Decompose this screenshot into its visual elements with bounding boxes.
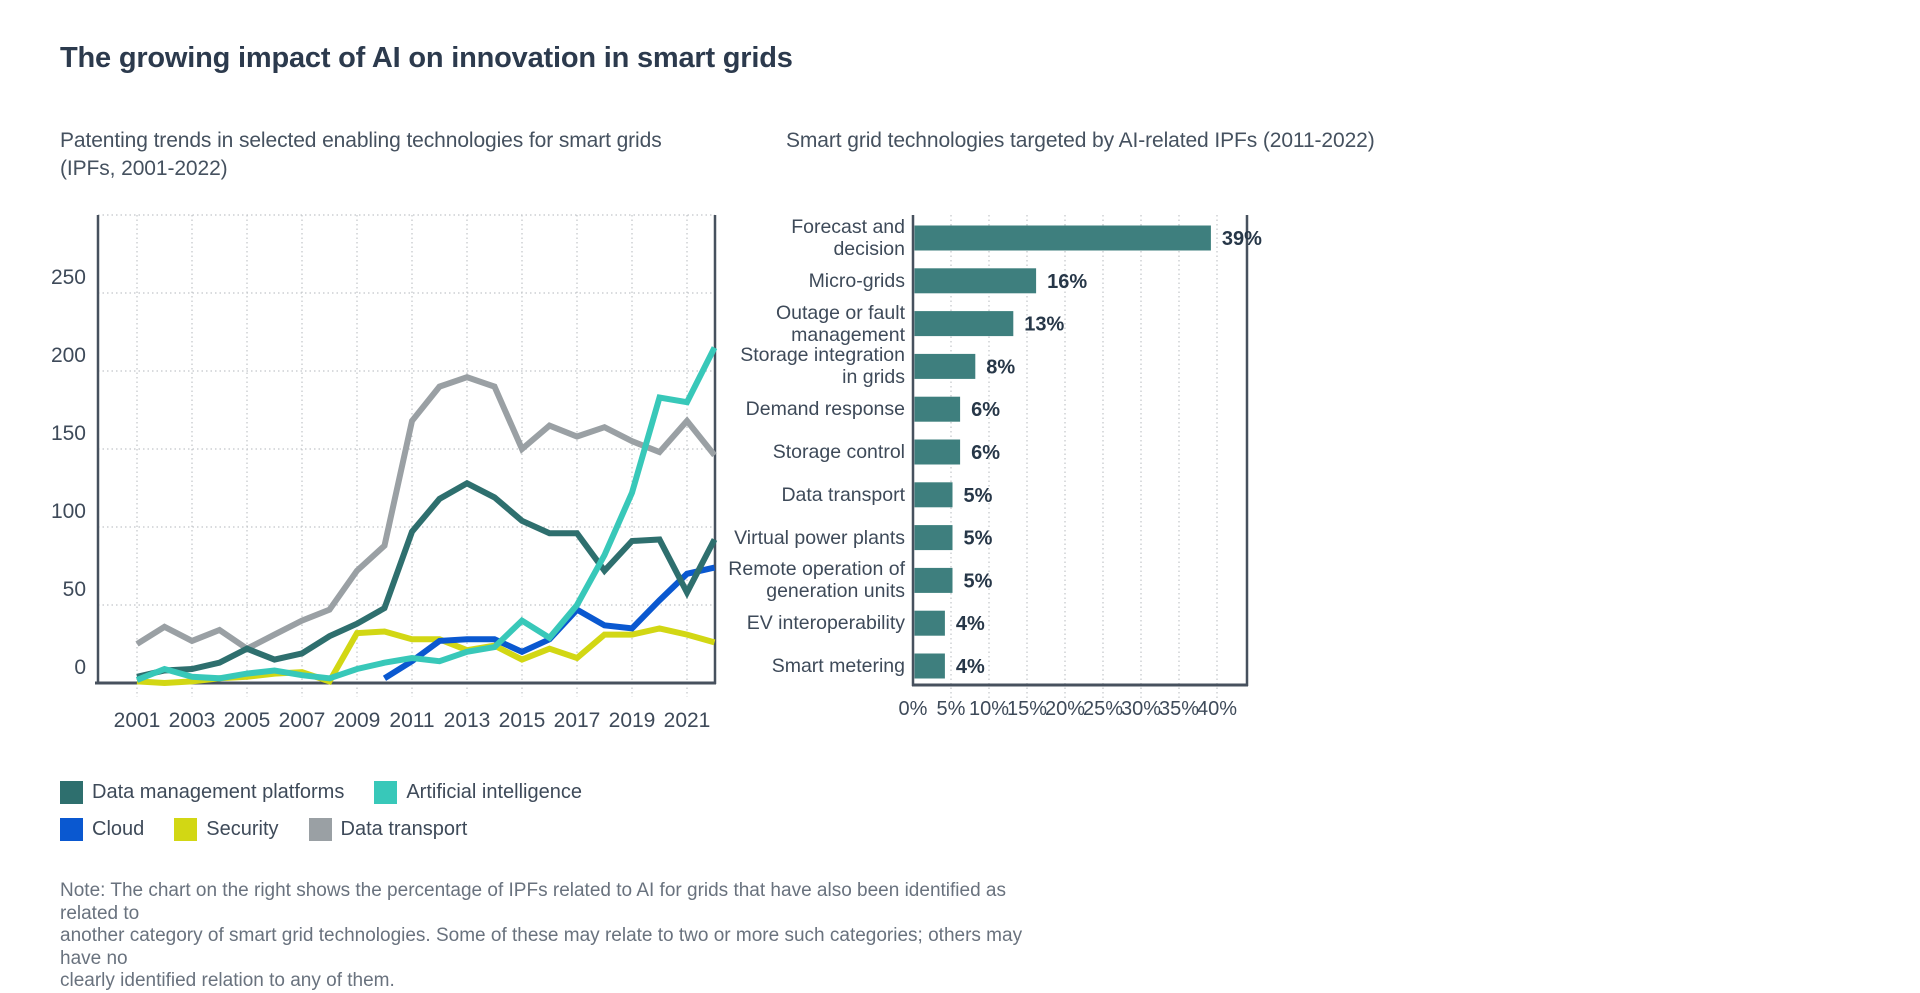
- x-tick-label: 2011: [389, 709, 434, 732]
- x-tick-label: 35%: [1159, 698, 1199, 720]
- bar-value-label: 8%: [986, 356, 1015, 378]
- bar-chart-subtitle: Smart grid technologies targeted by AI-r…: [786, 129, 1375, 152]
- line-chart-legend: Data management platforms Artificial inte…: [60, 780, 612, 854]
- x-tick-label: 10%: [969, 698, 1009, 720]
- legend-item-data-transport: Data transport: [308, 817, 468, 841]
- x-tick-label: 20%: [1045, 698, 1085, 720]
- legend-label: Artificial intelligence: [406, 780, 582, 803]
- line-chart-subtitle: Patenting trends in selected enabling te…: [60, 129, 662, 180]
- bar-value-label: 16%: [1047, 271, 1087, 293]
- x-tick-label: 2007: [279, 709, 326, 732]
- bar-category-label: Remote operation of generation units: [728, 558, 905, 603]
- legend-label: Security: [206, 817, 279, 840]
- y-tick-label: 200: [51, 344, 86, 367]
- x-tick-label: 2019: [609, 709, 656, 732]
- x-tick-label: 2001: [114, 709, 161, 732]
- y-tick-label: 50: [63, 578, 86, 601]
- y-tick-label: 150: [51, 422, 86, 445]
- legend-item-security: Security: [174, 817, 279, 841]
- bar-smart-metering: [914, 653, 945, 679]
- x-tick-label: 2017: [554, 709, 601, 732]
- series-line-data-transport: [135, 374, 717, 653]
- y-tick-label: 100: [51, 500, 86, 523]
- legend-swatch: [60, 817, 83, 841]
- x-tick-label: 0%: [899, 698, 928, 720]
- bar-value-label: 5%: [964, 485, 993, 507]
- page-title: The growing impact of AI on innovation i…: [60, 42, 793, 74]
- legend-swatch: [374, 780, 398, 804]
- bar-category-label: Outage or fault management: [776, 301, 905, 346]
- bar-category-label: Storage integration in grids: [740, 344, 905, 389]
- bar-category-label: EV interoperability: [746, 612, 905, 635]
- bar-value-label: 5%: [964, 570, 993, 592]
- bar-category-label: Data transport: [781, 483, 905, 506]
- bar-value-label: 6%: [971, 442, 1000, 464]
- legend-row: Data management platforms Artificial inte…: [60, 780, 612, 804]
- y-tick-label: 0: [74, 656, 86, 679]
- bar-value-label: 39%: [1222, 228, 1262, 250]
- x-tick-label: 2005: [224, 709, 271, 732]
- bar-value-label: 6%: [971, 399, 1000, 421]
- legend-label: Data transport: [340, 817, 468, 840]
- bar-category-label: Virtual power plants: [734, 526, 905, 549]
- bar-chart-category-labels: Forecast and decision Micro-grids Outage or…: [600, 170, 905, 756]
- bar-storage-integration-in-grids: [914, 353, 976, 379]
- x-tick-label: 2003: [169, 709, 216, 732]
- bar-category-label: Demand response: [745, 398, 905, 421]
- x-tick-label: 40%: [1197, 698, 1237, 720]
- bar-data-transport: [914, 482, 953, 508]
- bar-forecast-and-decision: [914, 225, 1211, 251]
- bar-category-label: Micro-grids: [808, 269, 905, 292]
- bar-value-label: 4%: [956, 656, 985, 678]
- bar-chart: 0% 5% 10%15%20%25%30%35%40%39%16%13%8%6%6%…: [899, 215, 1262, 720]
- series-line-artificial-intelligence: [135, 346, 718, 683]
- legend-label: Data management platforms: [92, 780, 345, 803]
- legend-item-cloud: Cloud: [60, 817, 145, 841]
- legend-item-artificial-intelligence: Artificial intelligence: [374, 780, 582, 804]
- x-tick-label: 15%: [1007, 698, 1047, 720]
- line-chart: 0 50 100 150 200 250 2001 2003 2005 2007 2009 2011 2…: [51, 214, 718, 732]
- bar-category-label: Smart metering: [771, 655, 905, 677]
- bar-category-label: Forecast and decision: [791, 216, 905, 260]
- x-tick-label: 2015: [499, 709, 546, 732]
- legend-item-data-management-platforms: Data management platforms: [60, 780, 345, 804]
- legend-swatch: [60, 780, 83, 804]
- x-tick-label: 2009: [334, 709, 381, 732]
- x-tick-label: 5%: [937, 698, 966, 720]
- x-tick-label: 25%: [1083, 698, 1123, 720]
- bar-category-label: Storage control: [772, 441, 905, 463]
- bar-micro-grids: [914, 268, 1037, 294]
- bar-ev-interoperability: [914, 610, 945, 636]
- bar-value-label: 13%: [1024, 314, 1064, 336]
- bar-value-label: 5%: [964, 528, 993, 550]
- legend-row: Cloud Security Data transport: [60, 817, 612, 841]
- bar-remote-operation-of-generation-units: [914, 567, 953, 593]
- legend-label: Cloud: [92, 817, 145, 840]
- legend-swatch: [308, 817, 332, 841]
- bar-storage-control: [914, 439, 961, 465]
- legend-swatch: [174, 817, 198, 841]
- footnote: Note: The chart on the right shows the p…: [60, 880, 1023, 991]
- x-tick-label: 2021: [664, 709, 711, 732]
- series-line-data-management-platforms: [136, 479, 718, 680]
- bar-value-label: 4%: [956, 613, 985, 635]
- y-tick-label: 250: [51, 266, 86, 289]
- x-tick-label: 2013: [444, 709, 491, 732]
- bar-outage-or-fault-management: [914, 311, 1014, 337]
- bar-demand-response: [914, 396, 961, 422]
- bar-virtual-power-plants: [914, 525, 953, 551]
- x-tick-label: 30%: [1121, 698, 1161, 720]
